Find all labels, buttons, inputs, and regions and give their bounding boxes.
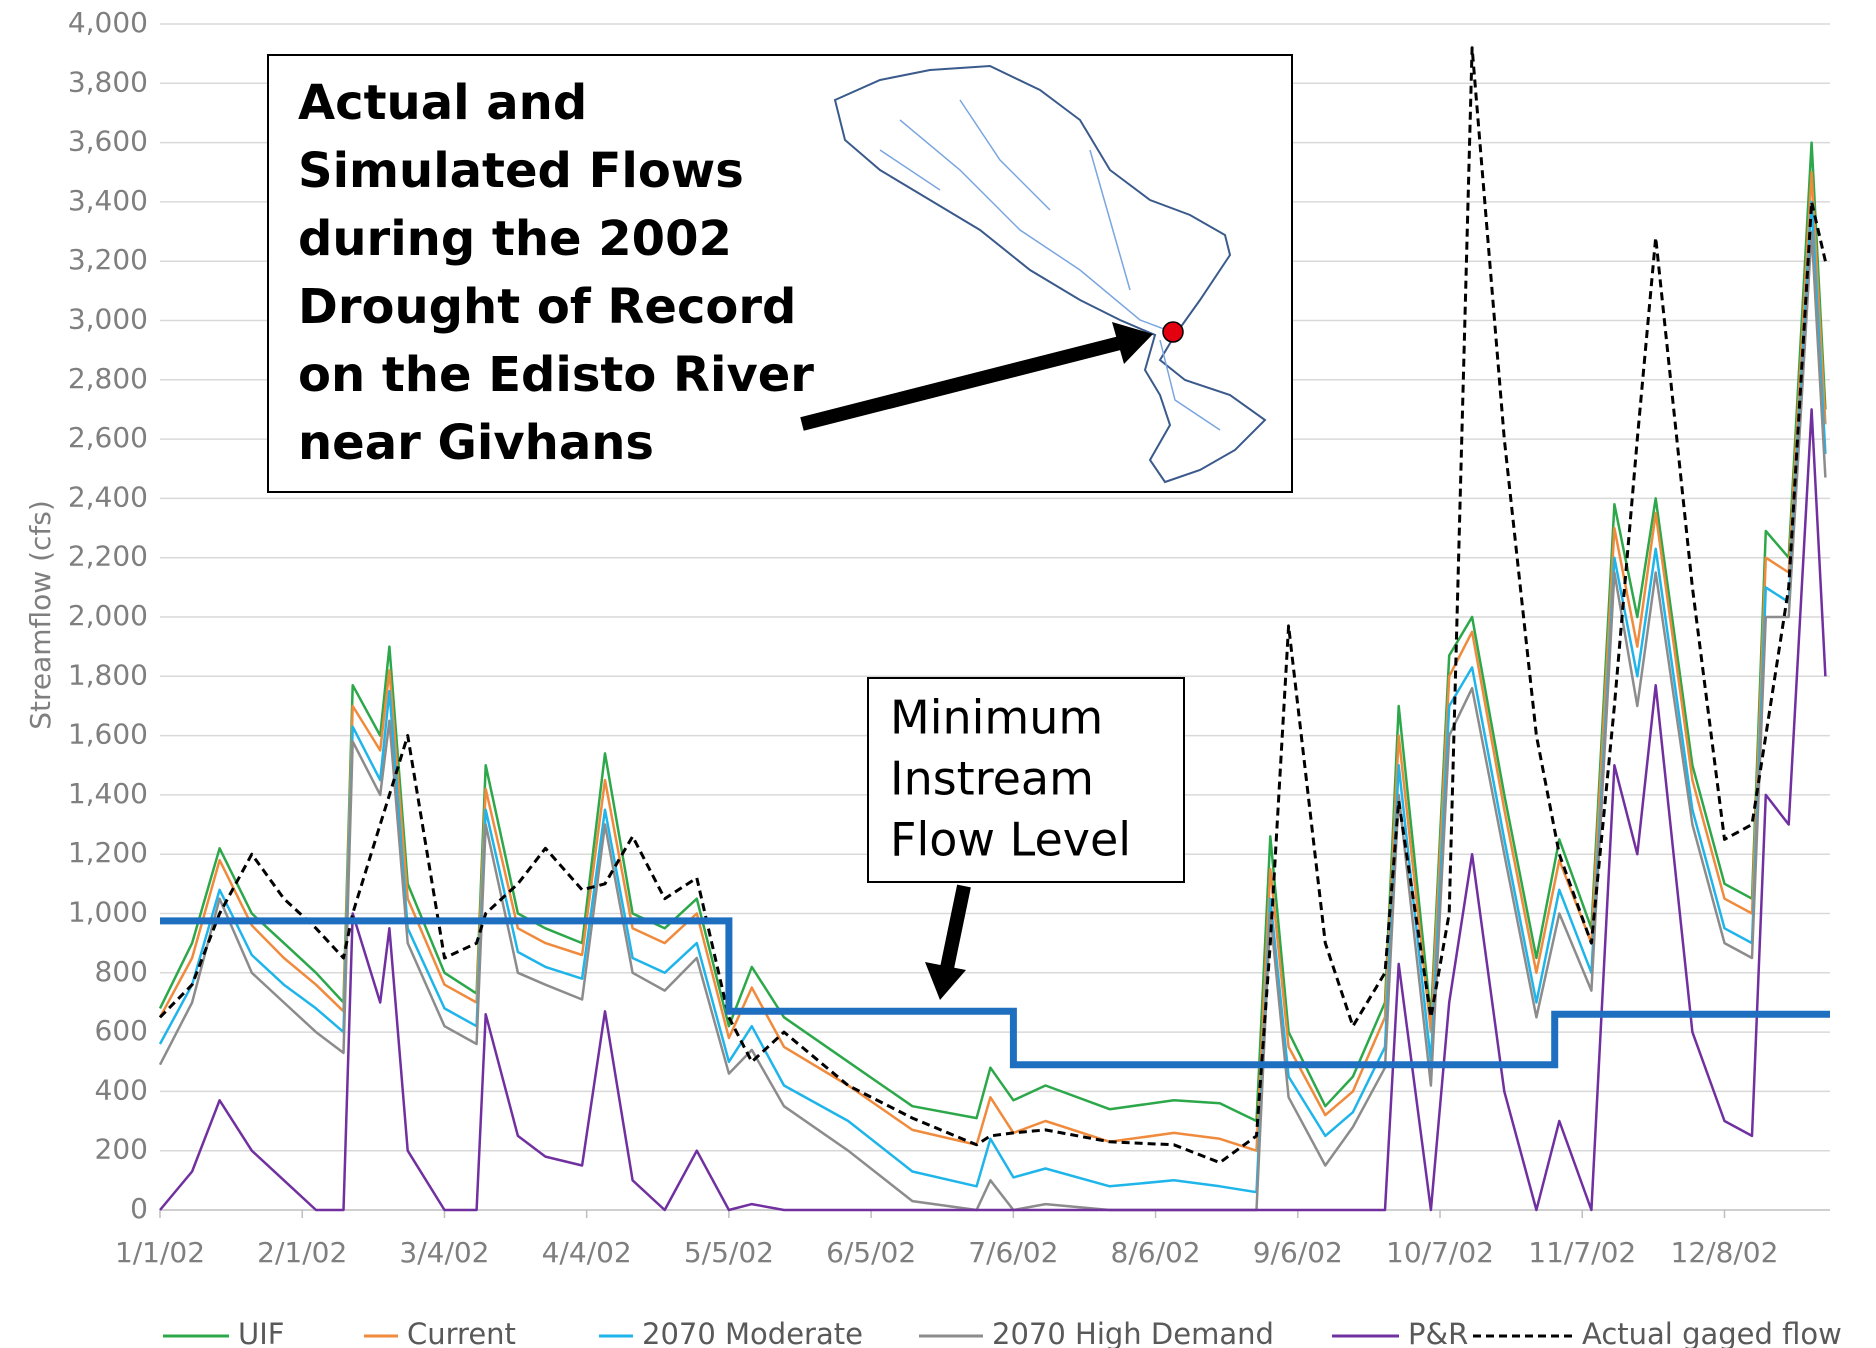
title-arrowhead [1112,322,1153,364]
annotation-line: Instream [890,752,1094,806]
y-tick-label: 800 [95,955,148,988]
y-tick-label: 3,800 [68,65,148,98]
y-tick-label: 2,800 [68,362,148,395]
y-tick-label: 400 [95,1073,148,1106]
annotation-line: Flow Level [890,813,1131,867]
plot-lines [158,46,1830,1212]
y-tick-label: 3,600 [68,125,148,158]
y-axis-title: Streamflow (cfs) [24,500,57,730]
annotation-arrowhead [925,962,966,1000]
annotation-arrow [940,884,971,970]
y-tick-label: 4,000 [68,6,148,39]
title-line: Actual and [298,75,587,131]
x-tick-label: 8/6/02 [1111,1236,1201,1269]
x-tick-label: 10/7/02 [1386,1236,1494,1269]
y-tick-label: 0 [130,1192,148,1225]
legend-label: Actual gaged flow [1582,1317,1842,1348]
x-tick-label: 6/5/02 [826,1236,916,1269]
map-inset [833,64,1267,484]
x-tick-label: 4/4/02 [542,1236,632,1269]
title-line: Drought of Record [298,279,796,335]
y-tick-label: 1,600 [68,718,148,751]
annotation-line: Minimum [890,691,1103,745]
title: Actual and Simulated Flows during the 2002… [298,75,814,471]
x-tick-label: 2/1/02 [257,1236,347,1269]
y-tick-label: 1,000 [68,896,148,929]
annotation: Minimum Instream Flow Level [890,691,1131,867]
legend-label: Current [407,1317,516,1348]
title-line: during the 2002 [298,211,732,267]
title-line: on the Edisto River [298,347,814,403]
min-flow-line [160,917,1830,1069]
title-arrow [800,336,1122,431]
x-tick-label: 5/5/02 [684,1236,774,1269]
legend-label: P&R [1408,1317,1468,1348]
x-tick-label: 12/8/02 [1671,1236,1779,1269]
y-tick-label: 2,200 [68,540,148,573]
y-tick-label: 3,000 [68,303,148,336]
y-tick-label: 2,600 [68,421,148,454]
x-tick-label: 11/7/02 [1528,1236,1636,1269]
title-line: Simulated Flows [298,143,744,199]
x-tick-label: 1/1/02 [115,1236,205,1269]
legend-label: 2070 High Demand [992,1317,1274,1348]
legend-label: UIF [238,1317,284,1348]
series-line [158,46,1827,1165]
annotation-box [867,677,1185,883]
legend: UIF Current 2070 Moderate 2070 High Demand P… [163,1317,1842,1348]
series-line [159,408,1827,1212]
legend-label: 2070 Moderate [642,1317,863,1348]
y-tick-label: 2,400 [68,480,148,513]
title-line: near Givhans [298,415,654,471]
y-tick-label: 3,400 [68,184,148,217]
x-tick-label: 7/6/02 [968,1236,1058,1269]
y-tick-label: 1,200 [68,836,148,869]
y-tick-label: 200 [95,1133,148,1166]
y-tick-label: 1,400 [68,777,148,810]
grid: 0 200 400 600 800 1,000 1,200 1,400 1,600 1,800 2,… [68,6,1830,1269]
x-tick-label: 3/4/02 [399,1236,489,1269]
y-tick-label: 2,000 [68,599,148,632]
y-tick-label: 1,800 [68,658,148,691]
y-tick-label: 600 [95,1014,148,1047]
x-tick-label: 9/6/02 [1253,1236,1343,1269]
y-tick-label: 3,200 [68,243,148,276]
